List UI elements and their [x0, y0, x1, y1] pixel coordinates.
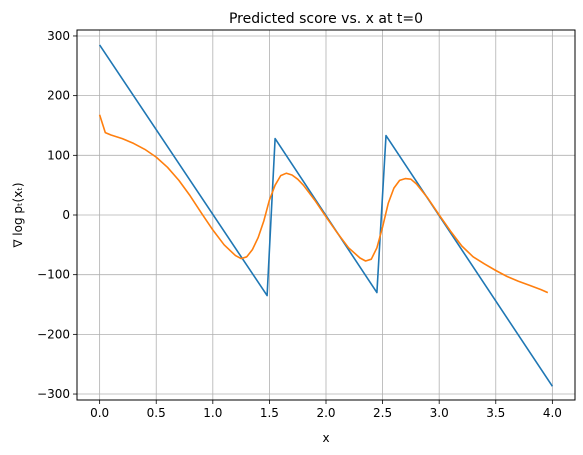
x-tick-label: 0.0 [90, 406, 109, 420]
x-tick-label: 3.5 [486, 406, 505, 420]
grid-lines [77, 30, 575, 400]
y-tick-label: 300 [47, 29, 70, 43]
y-axis-ticks: −300 −200 −100 0 100 200 300 [37, 29, 77, 401]
series-line-orange [98, 114, 549, 294]
series-layer [98, 44, 554, 387]
x-tick-label: 1.5 [260, 406, 279, 420]
y-tick-label: 200 [47, 89, 70, 103]
x-tick-label: 2.5 [373, 406, 392, 420]
y-tick-label: −200 [37, 327, 70, 341]
x-tick-label: 2.0 [316, 406, 335, 420]
x-axis-ticks: 0.0 0.5 1.0 1.5 2.0 2.5 3.0 3.5 4.0 [90, 400, 562, 420]
x-axis-label: x [322, 431, 329, 445]
y-tick-label: −100 [37, 268, 70, 282]
x-tick-label: 1.0 [203, 406, 222, 420]
y-tick-label: 0 [62, 208, 70, 222]
x-tick-label: 0.5 [147, 406, 166, 420]
chart-title: Predicted score vs. x at t=0 [229, 11, 423, 27]
x-tick-label: 4.0 [543, 406, 562, 420]
x-tick-label: 3.0 [430, 406, 449, 420]
y-tick-label: 100 [47, 148, 70, 162]
y-axis-label: ∇ log pₜ(xₜ) [11, 182, 25, 248]
y-tick-label: −300 [37, 387, 70, 401]
